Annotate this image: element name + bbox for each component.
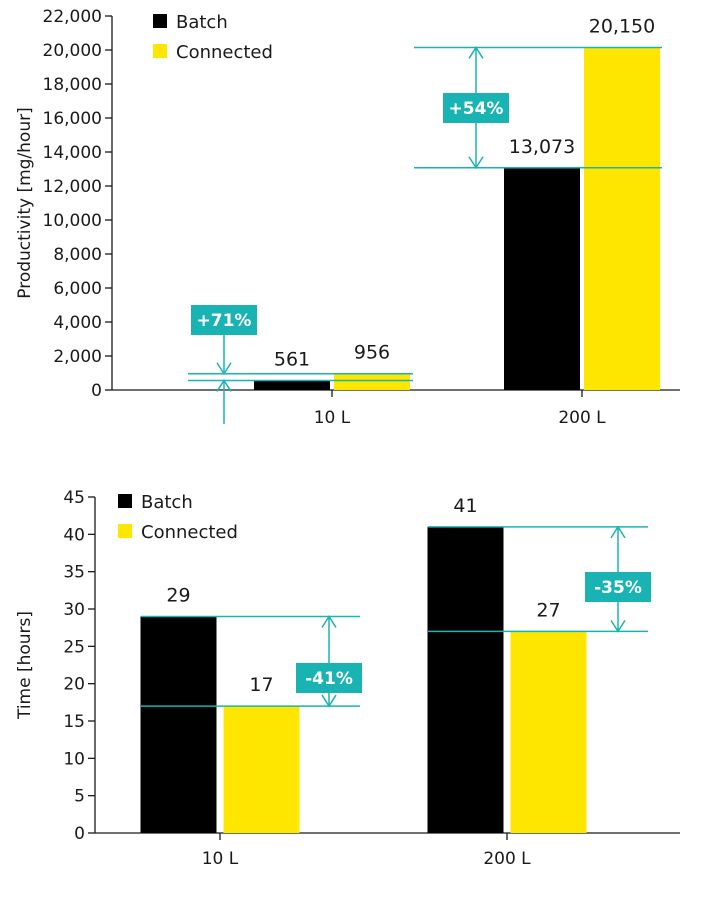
y-tick-label: 20,000 (43, 41, 102, 61)
y-tick-label: 40 (63, 525, 85, 545)
data-label: 17 (249, 674, 273, 696)
annotation-arrowhead (468, 156, 484, 170)
y-tick-label: 6,000 (53, 279, 102, 299)
y-tick-label: 45 (63, 488, 85, 508)
x-tick-label: 10 L (314, 408, 351, 428)
y-tick-label: 0 (91, 381, 102, 401)
y-tick-label: 25 (63, 637, 85, 657)
y-tick-label: 8,000 (53, 245, 102, 265)
data-label: 41 (453, 495, 477, 517)
legend-label: Connected (141, 522, 238, 543)
data-label: 20,150 (589, 15, 655, 37)
bar-batch (427, 526, 504, 833)
annotation-badge (585, 572, 651, 602)
annotation-badge-label: +71% (197, 311, 252, 331)
legend-swatch-connected (153, 44, 167, 58)
y-tick-label: 15 (63, 712, 85, 732)
annotation-arrowhead (216, 362, 232, 376)
x-tick-label: 200 L (483, 849, 531, 869)
time-chart: 0 5 10 15 20 25 30 35 40 45 Time [hours] 10 L 200 L 2… (15, 488, 680, 869)
bar-connected (334, 373, 410, 390)
y-tick-label: 2,000 (53, 347, 102, 367)
annotation-arrowhead (610, 619, 626, 633)
annotation-badge (443, 93, 509, 123)
bar-connected (223, 706, 300, 833)
bar-connected (584, 47, 660, 390)
data-label: 956 (354, 342, 390, 364)
legend-swatch-batch (118, 494, 132, 508)
x-tick-label: 10 L (202, 849, 239, 869)
bar-batch (504, 167, 580, 390)
annotation-arrowhead (321, 694, 337, 708)
annotation-arrowhead (468, 46, 484, 59)
legend-swatch-batch (153, 14, 167, 28)
annotation-badge-label: +54% (449, 99, 504, 119)
productivity-chart: 0 2,000 4,000 6,000 8,000 10,000 12,000 14,000 1… (15, 7, 680, 428)
legend-swatch-connected (118, 524, 132, 538)
data-label: 561 (274, 348, 310, 370)
y-tick-label: 0 (74, 824, 85, 844)
y-tick-label: 16,000 (43, 109, 102, 129)
bar-batch (140, 616, 217, 833)
y-tick-label: 12,000 (43, 177, 102, 197)
y-tick-label: 10 (63, 749, 85, 769)
annotation-arrowhead (610, 525, 626, 539)
annotation-arrowhead (321, 615, 337, 628)
bar-connected (510, 631, 587, 833)
data-label: 13,073 (509, 136, 575, 158)
annotation-badge-label: -41% (305, 669, 353, 689)
annotation-badge-label: -35% (594, 578, 642, 598)
y-tick-label: 18,000 (43, 75, 102, 95)
annotation-badge (296, 663, 362, 693)
annotation-arrowhead (216, 379, 232, 392)
y-axis-title: Productivity [mg/hour] (15, 107, 35, 298)
bar-batch (254, 380, 330, 390)
data-label: 27 (536, 599, 560, 621)
y-axis-title: Time [hours] (15, 611, 35, 720)
y-tick-label: 22,000 (43, 7, 102, 27)
data-label: 29 (166, 584, 190, 606)
y-tick-label: 5 (74, 787, 85, 807)
legend-label: Connected (176, 42, 273, 63)
legend-label: Batch (141, 492, 193, 513)
y-tick-label: 35 (63, 563, 85, 583)
y-tick-label: 30 (63, 600, 85, 620)
y-tick-label: 14,000 (43, 143, 102, 163)
annotation-badge (191, 305, 257, 335)
legend-label: Batch (176, 12, 228, 33)
y-tick-label: 20 (63, 675, 85, 695)
x-tick-label: 200 L (558, 408, 606, 428)
y-tick-label: 4,000 (53, 313, 102, 333)
y-tick-label: 10,000 (43, 211, 102, 231)
